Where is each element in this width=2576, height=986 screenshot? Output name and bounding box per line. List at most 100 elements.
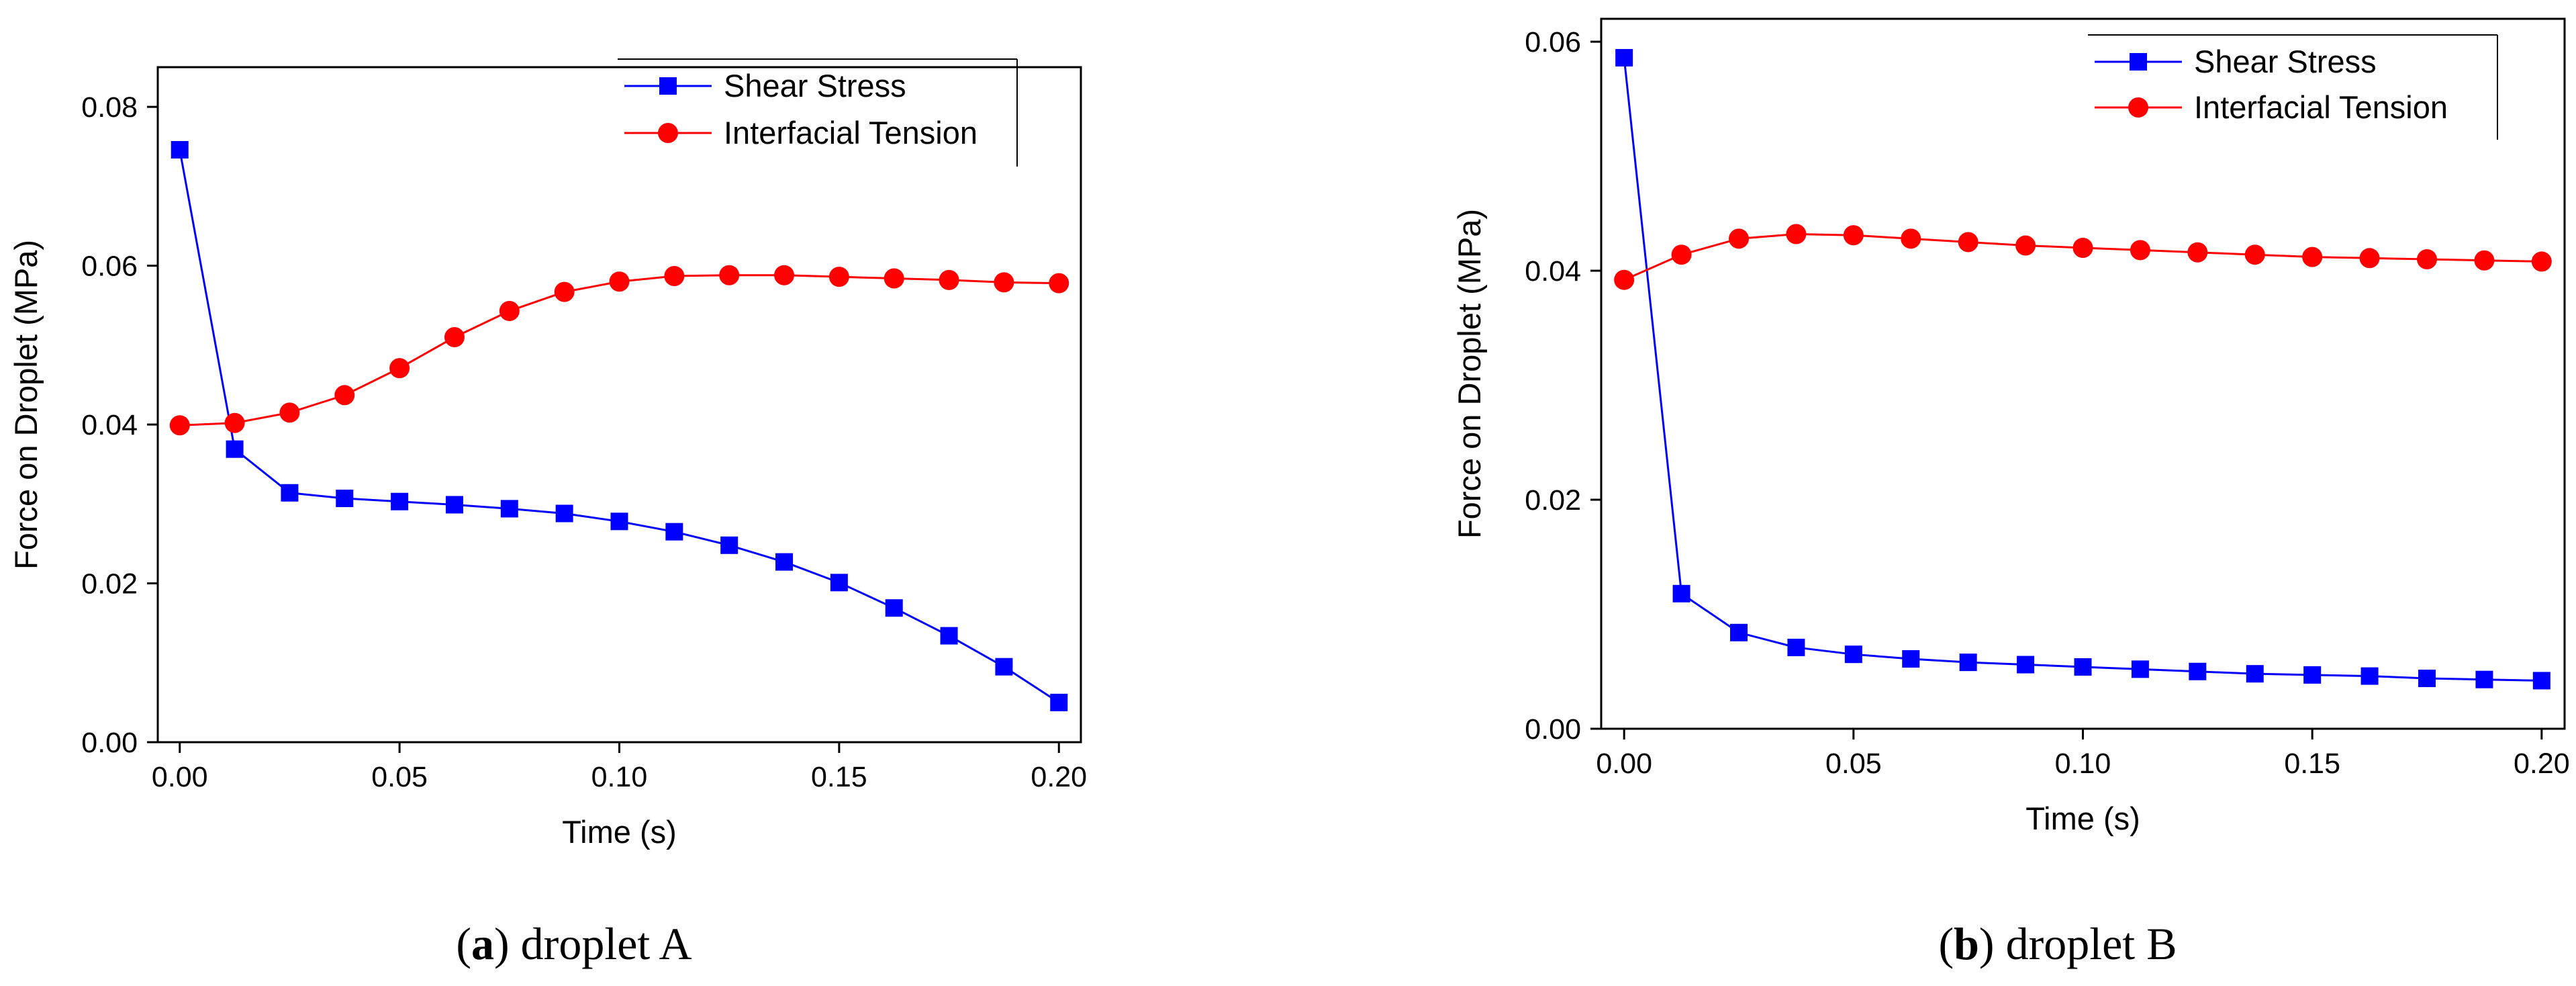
data-point-square <box>720 536 738 554</box>
data-point-circle <box>2187 242 2208 263</box>
y-axis-title: Force on Droplet (MPa) <box>1451 209 1487 539</box>
y-tick-label: 0.06 <box>1525 26 1581 58</box>
data-point-square <box>1050 693 1068 711</box>
series-interfacial-tension <box>1614 224 2552 290</box>
legend-marker-square <box>2130 53 2147 71</box>
data-point-circle <box>224 412 245 433</box>
x-tick-label: 0.20 <box>2514 748 2570 780</box>
y-tick-label: 0.04 <box>81 409 138 441</box>
data-point-square <box>2131 660 2149 678</box>
data-point-circle <box>169 415 190 436</box>
data-point-square <box>2246 665 2264 683</box>
data-point-square <box>2360 667 2379 685</box>
series-line <box>179 149 1060 704</box>
data-point-circle <box>2531 251 2552 272</box>
data-point-circle <box>1786 224 1807 244</box>
data-point-circle <box>2302 246 2323 267</box>
y-tick-label: 0.04 <box>1525 255 1581 287</box>
series-shear-stress <box>1615 48 2550 690</box>
data-point-square <box>1730 623 1748 641</box>
data-point-circle <box>2130 240 2150 261</box>
data-point-circle <box>1729 228 1749 249</box>
y-tick-label: 0.00 <box>1525 713 1581 746</box>
x-axis-title: Time (s) <box>562 814 677 850</box>
legend-marker-circle <box>658 123 678 143</box>
data-point-circle <box>1614 269 1635 290</box>
y-tick-label: 0.06 <box>81 251 138 283</box>
data-point-square <box>2418 669 2436 687</box>
data-point-square <box>830 574 848 592</box>
data-point-square <box>775 553 794 571</box>
caption-text-b: droplet B <box>2006 918 2177 969</box>
data-point-circle <box>1671 244 1692 265</box>
caption-text-a: droplet A <box>521 918 692 969</box>
data-point-circle <box>774 265 795 285</box>
data-point-square <box>1615 48 1633 66</box>
data-point-circle <box>609 271 630 292</box>
y-axis-title: Force on Droplet (MPa) <box>8 240 44 570</box>
caption-letter-b: b <box>1954 918 1979 969</box>
series-interfacial-tension <box>169 265 1069 436</box>
y-tick-label: 0.08 <box>81 91 138 124</box>
caption-letter-a: a <box>471 918 494 969</box>
x-axis-title: Time (s) <box>2025 801 2140 836</box>
data-point-square <box>2475 670 2493 688</box>
caption-droplet-a: (a) droplet A <box>456 918 691 969</box>
data-point-circle <box>554 281 575 302</box>
legend: Shear Stress Interfacial Tension <box>2088 34 2498 140</box>
data-point-circle <box>279 402 300 423</box>
data-point-square <box>1844 645 1862 664</box>
data-point-square <box>226 440 244 458</box>
data-point-circle <box>994 272 1014 293</box>
data-point-circle <box>1901 228 1921 249</box>
legend-marker-square <box>659 77 677 95</box>
data-point-circle <box>444 327 465 347</box>
x-tick-label: 0.00 <box>1596 748 1652 780</box>
data-point-square <box>281 484 299 502</box>
data-point-circle <box>2015 235 2036 256</box>
data-point-square <box>171 140 189 159</box>
data-point-square <box>940 627 958 645</box>
series-line <box>179 274 1059 427</box>
x-tick-label: 0.20 <box>1031 761 1087 793</box>
data-point-circle <box>1958 232 1978 253</box>
plot-frame <box>1600 17 2566 730</box>
data-point-square <box>2189 662 2207 680</box>
data-point-square <box>1787 638 1805 656</box>
data-point-circle <box>828 267 849 287</box>
data-point-circle <box>1049 273 1069 294</box>
y-tick-label: 0.02 <box>1525 484 1581 517</box>
legend-marker-circle <box>2128 97 2148 118</box>
data-point-circle <box>719 265 740 285</box>
x-tick-label: 0.00 <box>152 761 208 793</box>
data-point-square <box>2074 658 2092 676</box>
y-tick-label: 0.00 <box>81 727 138 759</box>
data-point-square <box>2303 666 2322 684</box>
legend: Shear Stress Interfacial Tension <box>618 58 1018 167</box>
data-point-square <box>1672 584 1690 602</box>
data-point-square <box>995 658 1013 676</box>
data-point-circle <box>499 300 520 321</box>
data-point-circle <box>389 358 410 379</box>
legend-label: Shear Stress <box>724 68 906 103</box>
data-point-circle <box>939 269 959 290</box>
data-point-square <box>555 504 573 523</box>
y-tick-label: 0.02 <box>81 568 138 600</box>
data-point-circle <box>884 268 904 289</box>
data-point-circle <box>2359 248 2380 269</box>
caption-droplet-b: (b) droplet B <box>1938 918 2177 969</box>
data-point-circle <box>2244 244 2265 265</box>
data-point-circle <box>2474 250 2495 271</box>
x-tick-label: 0.15 <box>2284 748 2340 780</box>
chart-droplet-a: 0.00 0.05 0.10 0.15 0.20 0.00 0.02 0.04 0.06 0.08… <box>8 58 1087 850</box>
legend-label: Interfacial Tension <box>724 115 977 150</box>
x-tick-label: 0.15 <box>811 761 867 793</box>
x-tick-label: 0.05 <box>371 761 428 793</box>
x-tick-label: 0.10 <box>2055 748 2111 780</box>
data-point-square <box>2532 672 2550 690</box>
x-tick-label: 0.10 <box>591 761 648 793</box>
data-point-circle <box>2072 237 2093 258</box>
data-point-square <box>500 500 518 518</box>
data-point-square <box>1959 654 1977 672</box>
